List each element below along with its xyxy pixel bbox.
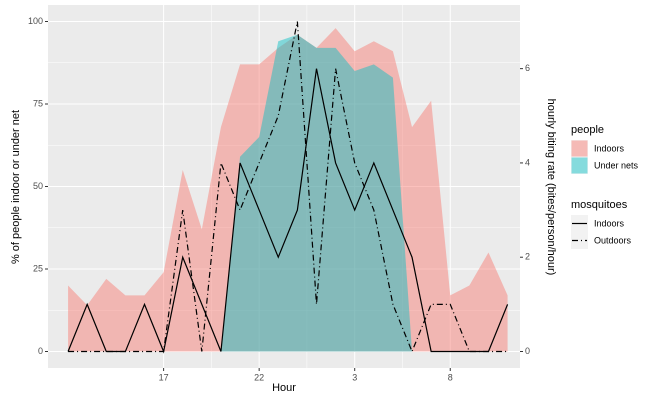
legend-swatch [571, 140, 588, 157]
y-tick-label: 100 [28, 16, 43, 26]
y-tick-label: 50 [33, 181, 43, 191]
legend-key [571, 140, 588, 157]
legend-label: Under nets [594, 160, 639, 170]
y2-tick-label: 0 [525, 346, 530, 356]
line [68, 21, 508, 354]
x-tick-label: 3 [352, 372, 357, 382]
legend-key [571, 232, 588, 249]
y-axis-title: % of people indoor or under net [10, 110, 22, 264]
y2-tick-label: 4 [525, 157, 530, 167]
legend-label: Indoors [594, 143, 625, 153]
y2-tick-label: 2 [525, 252, 530, 262]
x-tick-label: 8 [448, 372, 453, 382]
legend-label: Outdoors [594, 235, 632, 245]
y2-tick-label: 6 [525, 63, 530, 73]
y-tick-label: 75 [33, 98, 43, 108]
legend-key [571, 157, 588, 174]
legend-swatch [571, 157, 588, 174]
y-tick-label: 25 [33, 263, 43, 273]
legend-label: Indoors [594, 218, 625, 228]
y-tick-label: 0 [38, 346, 43, 356]
x-tick-label: 17 [159, 372, 169, 382]
legend-title: people [571, 124, 604, 136]
y2-axis-title: hourly biting rate (bites/person/hour) [545, 99, 557, 276]
x-tick-label: 22 [254, 372, 264, 382]
x-axis-title: Hour [272, 382, 296, 394]
legend-title: mosquitoes [571, 199, 628, 211]
line [67, 68, 509, 354]
area [68, 28, 508, 352]
area [68, 34, 508, 352]
